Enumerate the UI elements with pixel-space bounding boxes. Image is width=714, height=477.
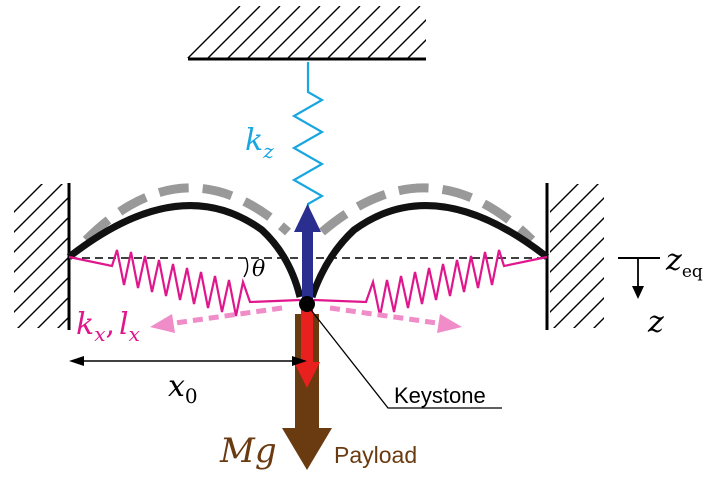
label-kx-lx: kx, lx	[76, 307, 140, 346]
label-zeq: zeq	[665, 243, 703, 282]
horizontal-spring-left	[68, 249, 301, 317]
top-mount	[187, 6, 426, 61]
spring-force-arrow-right	[329, 305, 462, 333]
keystone-leader	[310, 309, 502, 409]
vertical-spring	[291, 62, 325, 214]
red-down-arrow	[294, 304, 320, 388]
x0-dimension	[69, 356, 307, 366]
z-axis-indicator	[618, 257, 660, 299]
blade-ghost-right	[319, 183, 536, 244]
blade-left	[66, 202, 304, 298]
theta-arc	[243, 257, 249, 278]
label-x0: x0	[168, 369, 198, 408]
keystone-node	[299, 296, 315, 312]
label-theta: θ	[252, 257, 265, 282]
restoring-force-arrow	[294, 204, 321, 300]
horizontal-spring-right	[313, 249, 548, 317]
left-wall	[14, 183, 71, 330]
label-keystone: Keystone	[394, 383, 486, 408]
label-z: z	[647, 305, 664, 340]
label-kz: kz	[245, 123, 274, 163]
blade-right	[308, 202, 550, 299]
label-mg: Mg	[219, 431, 277, 471]
label-payload: Payload	[334, 442, 417, 468]
spring-force-arrow-left	[150, 305, 283, 333]
right-wall	[545, 183, 604, 330]
blade-ghost-left	[82, 183, 292, 244]
